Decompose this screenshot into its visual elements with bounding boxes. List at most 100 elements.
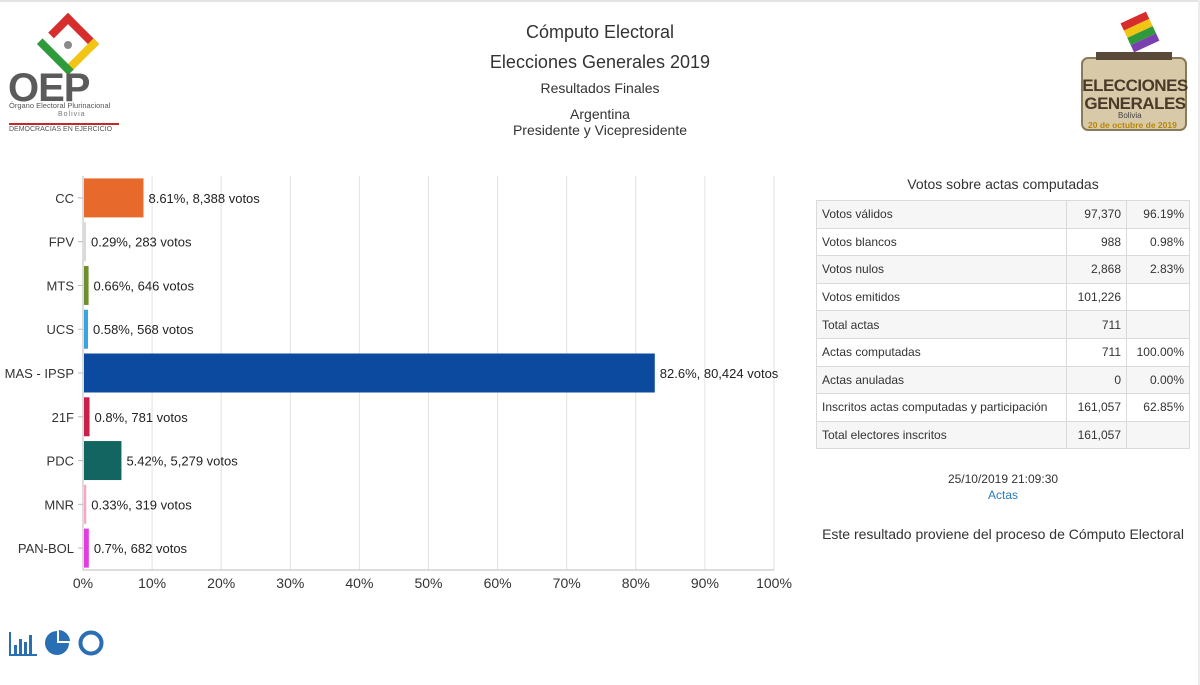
cell-pct: 62.85% — [1126, 393, 1190, 422]
bar — [84, 265, 89, 305]
cell-pct: 0.00% — [1126, 365, 1190, 395]
oep-slogan: DEMOCRACIAS EN EJERCICIO — [9, 123, 119, 133]
cell-value: 988 — [1066, 227, 1127, 257]
data-label: 5.42%, 5,279 votos — [126, 454, 238, 469]
results-bar-chart: 0% 10% 20% 30% 40% 50% 60% 70% 80% 90% 100% CC 8.61%… — [5, 176, 792, 591]
cell-value: 97,370 — [1066, 200, 1127, 229]
bar — [84, 484, 87, 524]
table-row: Votos válidos 97,370 96.19% — [816, 200, 1190, 229]
bar — [84, 178, 144, 218]
x-tick-label: 60% — [484, 575, 512, 591]
cell-label: Total electores inscritos — [816, 420, 1067, 450]
donut-chart-icon[interactable] — [76, 628, 106, 658]
cell-label: Votos nulos — [816, 255, 1067, 284]
cell-pct: 2.83% — [1126, 255, 1190, 284]
x-tick-label: 0% — [73, 575, 93, 591]
category-label: MTS — [47, 278, 75, 293]
table-row: Inscritos actas computadas y participaci… — [816, 393, 1190, 422]
cell-label: Actas anuladas — [816, 365, 1067, 395]
cell-label: Votos emitidos — [816, 282, 1067, 312]
pie-chart-icon[interactable] — [42, 628, 72, 658]
election-name: Elecciones Generales 2019 — [489, 52, 711, 72]
cell-value: 711 — [1066, 337, 1127, 367]
cell-value: 0 — [1066, 365, 1127, 395]
bar — [84, 309, 89, 349]
category-label: MNR — [44, 497, 74, 512]
summary-table: Votos válidos 97,370 96.19% Votos blancos 98… — [816, 200, 1190, 450]
eg-date: 20 de octubre de 2019 — [1088, 120, 1177, 130]
category-label: PAN-BOL — [18, 541, 74, 556]
x-tick-label: 30% — [276, 575, 304, 591]
x-tick-label: 50% — [414, 575, 442, 591]
actas-link[interactable]: Actas — [987, 488, 1018, 502]
cell-value: 101,226 — [1066, 282, 1127, 312]
cell-label: Actas computadas — [816, 337, 1067, 367]
x-tick-label: 90% — [691, 575, 719, 591]
category-label: PDC — [47, 454, 74, 469]
x-tick-label: 20% — [207, 575, 235, 591]
x-tick-label: 80% — [622, 575, 650, 591]
top-border — [0, 0, 1200, 2]
category-label: MAS - IPSP — [5, 366, 74, 381]
bar — [84, 222, 87, 262]
cell-pct: 100.00% — [1126, 337, 1190, 367]
data-label: 8.61%, 8,388 votos — [148, 191, 260, 206]
cell-label: Votos válidos — [816, 200, 1067, 229]
bar-chart-icon[interactable] — [8, 628, 38, 658]
table-row: Votos blancos 988 0.98% — [816, 227, 1190, 257]
category-label: 21F — [52, 410, 74, 425]
category-label: CC — [55, 191, 74, 206]
table-row: Votos nulos 2,868 2.83% — [816, 255, 1190, 284]
bar — [84, 441, 122, 481]
cell-pct: 0.98% — [1126, 227, 1190, 257]
data-label: 0.66%, 646 votos — [94, 278, 195, 293]
data-label: 0.7%, 682 votos — [94, 541, 188, 556]
table-row: Votos emitidos 101,226 — [816, 282, 1190, 312]
oep-country: Bolivia — [58, 111, 86, 118]
right-border — [1198, 0, 1200, 685]
eg-title-line2: GENERALES — [1084, 94, 1186, 113]
table-row: Actas anuladas 0 0.00% — [816, 365, 1190, 395]
cell-pct — [1126, 420, 1190, 450]
bar — [84, 353, 655, 393]
cell-pct — [1126, 310, 1190, 339]
cell-pct: 96.19% — [1126, 200, 1190, 229]
cell-label: Inscritos actas computadas y participaci… — [816, 393, 1067, 422]
data-label: 0.58%, 568 votos — [93, 322, 194, 337]
oep-acronym: OEP — [8, 66, 90, 110]
page-title: Cómputo Electoral — [525, 22, 675, 42]
oep-logo-icon — [36, 12, 100, 76]
eg-country: Bolivia — [1118, 111, 1142, 120]
data-label: 0.33%, 319 votos — [91, 497, 192, 512]
location-name: Argentina — [570, 106, 630, 122]
cell-value: 711 — [1066, 310, 1127, 339]
chart-view-switcher — [8, 628, 106, 658]
cell-value: 161,057 — [1066, 393, 1127, 422]
data-label: 0.29%, 283 votos — [91, 235, 192, 250]
source-note: Este resultado proviene del proceso de C… — [822, 526, 1184, 542]
x-tick-label: 10% — [138, 575, 166, 591]
table-row: Total actas 711 — [816, 310, 1190, 339]
table-row: Actas computadas 711 100.00% — [816, 337, 1190, 367]
cell-pct — [1126, 282, 1190, 312]
result-type: Resultados Finales — [540, 80, 660, 96]
data-label: 82.6%, 80,424 votos — [660, 366, 779, 381]
cell-label: Total actas — [816, 310, 1067, 339]
elecciones-generales-logo-icon — [1081, 11, 1187, 131]
office-name: Presidente y Vicepresidente — [512, 122, 688, 138]
category-label: UCS — [47, 322, 75, 337]
x-tick-label: 70% — [553, 575, 581, 591]
eg-title-line1: ELECCIONES — [1082, 76, 1188, 95]
bar — [84, 397, 90, 437]
cell-value: 161,057 — [1066, 420, 1127, 450]
category-label: FPV — [49, 235, 75, 250]
bar — [84, 528, 89, 568]
summary-title: Votos sobre actas computadas — [907, 176, 1099, 192]
timestamp: 25/10/2019 21:09:30 — [947, 472, 1059, 486]
cell-value: 2,868 — [1066, 255, 1127, 284]
oep-name: Órgano Electoral Plurinacional — [9, 101, 111, 110]
x-tick-label: 40% — [345, 575, 373, 591]
x-tick-label: 100% — [756, 575, 792, 591]
cell-label: Votos blancos — [816, 227, 1067, 257]
table-row: Total electores inscritos 161,057 — [816, 420, 1190, 450]
